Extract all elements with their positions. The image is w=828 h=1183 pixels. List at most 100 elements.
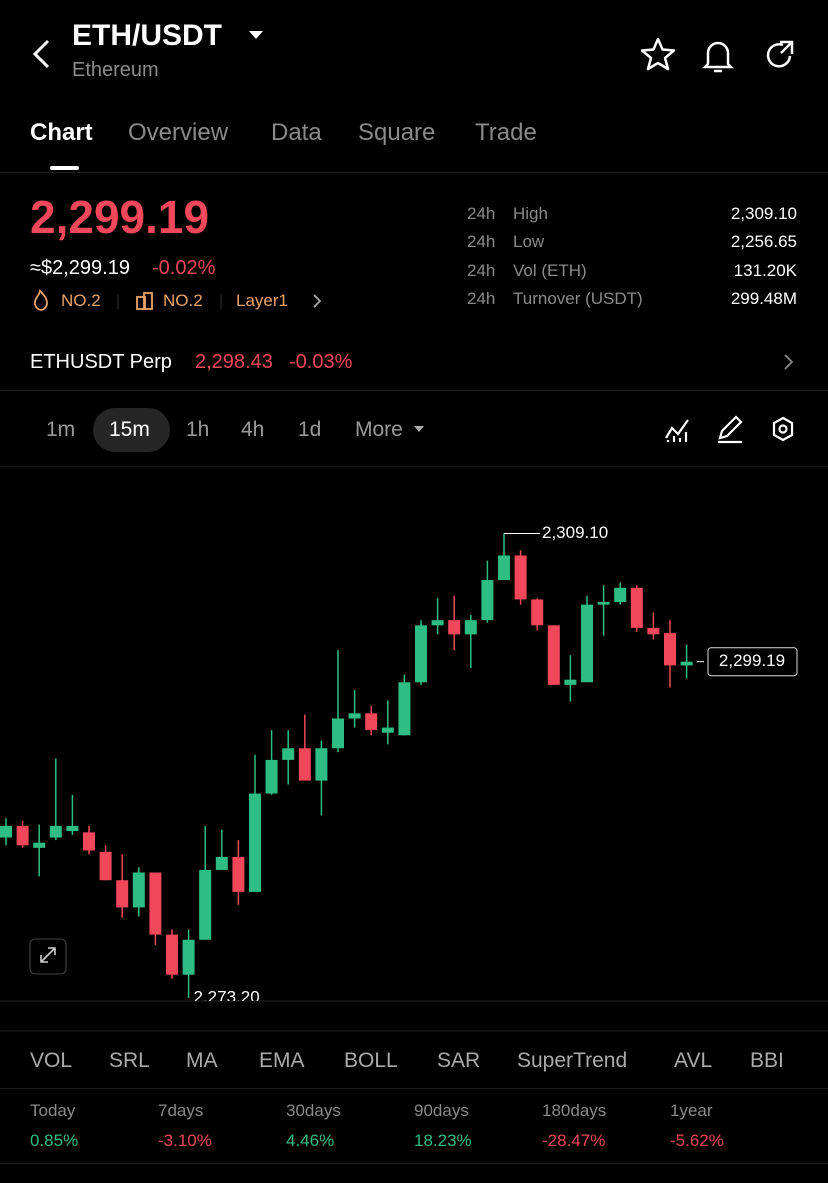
favorite-icon[interactable] <box>640 37 676 71</box>
candle-body <box>614 587 627 603</box>
perf-value: 0.85% <box>30 1131 79 1150</box>
candle-body <box>282 748 295 760</box>
perp-chevron[interactable] <box>782 353 796 371</box>
candle-body <box>448 620 461 635</box>
interval[interactable]: 1h <box>186 418 210 441</box>
candle-body <box>0 825 12 838</box>
pair-dropdown[interactable] <box>248 29 264 41</box>
stat-value: 2,309.10 <box>730 204 797 223</box>
perf-period: Today <box>30 1101 76 1120</box>
candle-body <box>99 851 112 881</box>
indicator-tab[interactable]: BBI <box>750 1049 784 1072</box>
interval-selected-bg <box>93 408 170 452</box>
divider <box>0 172 828 173</box>
perf-value: -5.62% <box>670 1131 724 1150</box>
stat-period: 24h <box>467 232 496 252</box>
candle-body <box>381 727 394 733</box>
candle-body <box>365 713 378 731</box>
stat-label: Turnover (USDT) <box>513 288 643 308</box>
stat-label: High <box>513 204 548 223</box>
usd-price: ≈$2,299.19 <box>30 257 130 279</box>
stat-period: 24h <box>467 260 496 280</box>
indicator-tab[interactable]: SRL <box>109 1049 150 1072</box>
tab[interactable]: Trade <box>475 119 537 146</box>
indicator-tab[interactable]: MA <box>186 1049 218 1072</box>
tab[interactable]: Overview <box>128 119 229 146</box>
chart-tools <box>665 415 794 444</box>
interval[interactable]: 1d <box>298 418 322 441</box>
candle-body <box>215 856 228 870</box>
candle-body <box>265 759 278 794</box>
perf-period: 180days <box>542 1101 607 1120</box>
share-icon[interactable] <box>766 40 794 68</box>
candle-body <box>66 825 79 832</box>
indicator-tab[interactable]: SuperTrend <box>517 1049 628 1072</box>
candle-body <box>83 832 95 851</box>
tab[interactable]: Data <box>271 119 322 146</box>
candle-body <box>116 880 129 908</box>
indicator-tab[interactable]: VOL <box>30 1049 73 1072</box>
candle-body <box>49 825 62 838</box>
indicator-tab[interactable]: SAR <box>437 1049 481 1072</box>
fullscreen-icon <box>40 947 56 963</box>
candle-body <box>664 633 676 666</box>
perp-name[interactable]: ETHUSDT Perp <box>30 351 172 373</box>
candle-body <box>597 602 610 605</box>
indicator-tab[interactable]: AVL <box>674 1049 713 1072</box>
candle-body <box>16 825 29 846</box>
last-price: 2,299.19 <box>30 191 210 243</box>
candle-body <box>680 661 693 666</box>
candle-body <box>315 748 328 781</box>
back-button[interactable] <box>28 38 54 70</box>
divider <box>0 1163 828 1164</box>
fullscreen-button[interactable] <box>29 938 67 975</box>
tab[interactable]: Chart <box>30 119 93 146</box>
last-price-box <box>707 647 798 677</box>
rank-tag[interactable]: NO.2 <box>61 291 101 310</box>
interval[interactable]: More <box>355 418 403 441</box>
pair-title[interactable]: ETH/USDT <box>72 19 222 52</box>
stat-label: Low <box>513 232 545 252</box>
pair-subtitle: Ethereum <box>72 59 159 81</box>
perf-value: -3.10% <box>158 1131 212 1150</box>
interval[interactable]: 15m <box>109 418 150 441</box>
draw-tool[interactable] <box>718 415 743 444</box>
settings-tool[interactable] <box>772 416 794 442</box>
more-dropdown[interactable] <box>412 424 426 434</box>
interval[interactable]: 1m <box>46 418 76 441</box>
rank-tag[interactable]: NO.2 <box>163 291 203 310</box>
interval[interactable]: 4h <box>241 418 265 441</box>
tab[interactable]: Square <box>358 119 436 146</box>
alert-icon[interactable] <box>701 41 735 73</box>
perp-change: -0.03% <box>289 351 353 373</box>
candle-body <box>431 620 444 626</box>
candlestick-chart: 2,273.20 2,309.10 2,299.19 <box>0 466 828 1032</box>
perf-period: 90days <box>414 1101 469 1120</box>
candle-body <box>464 620 477 635</box>
stat-value: 299.48M <box>730 288 797 308</box>
price-change: -0.02% <box>152 257 216 279</box>
candle-body <box>232 856 245 892</box>
stat-period: 24h <box>467 204 496 223</box>
perf-period: 7days <box>158 1101 204 1120</box>
candle-body <box>514 555 527 600</box>
perf-value: 4.46% <box>286 1131 335 1150</box>
candle-body <box>332 718 344 749</box>
sector-tag[interactable]: Layer1 <box>236 291 288 310</box>
indicator-tab[interactable]: BOLL <box>344 1049 398 1072</box>
stat-period: 24h <box>467 288 496 308</box>
indicator-tab[interactable]: EMA <box>259 1049 305 1072</box>
tab-indicator <box>50 166 79 170</box>
divider <box>0 1088 828 1089</box>
stat-value: 2,256.65 <box>730 232 797 252</box>
perf-period: 30days <box>286 1101 341 1120</box>
candle-body <box>182 939 195 975</box>
candle-body <box>581 604 593 683</box>
candle-body <box>481 580 494 621</box>
stat-value: 131.20K <box>733 260 797 280</box>
candle-body <box>298 748 311 781</box>
indicator-tool[interactable] <box>665 419 689 442</box>
candle-body <box>166 934 178 975</box>
candle-body <box>132 872 145 908</box>
